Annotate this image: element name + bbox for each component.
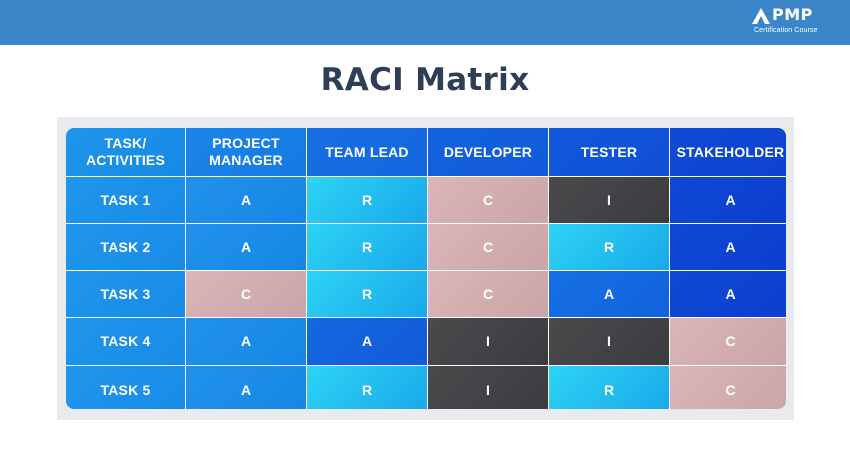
header-corner-label: TASK/ ACTIVITIES (85, 135, 165, 168)
raci-value-cell: R (307, 224, 427, 270)
row-label-cell: TASK 3 (66, 271, 185, 317)
raci-value: A (240, 333, 252, 349)
raci-value-cell: C (186, 271, 306, 317)
raci-value: C (482, 285, 494, 302)
header-cell-1: PROJECT MANAGER (186, 128, 306, 176)
raci-value: C (725, 381, 736, 398)
raci-value-cell: A (186, 224, 306, 270)
raci-value-cell: C (670, 366, 786, 409)
raci-value-cell: A (670, 271, 786, 317)
raci-value-cell: A (670, 224, 786, 270)
raci-value-cell: R (307, 271, 427, 317)
raci-value: R (361, 381, 373, 398)
row-label: TASK 5 (100, 381, 151, 398)
column-header-label: TESTER (580, 143, 638, 160)
header-cell-4: TESTER (549, 128, 669, 176)
raci-value-cell: A (186, 366, 306, 409)
raci-value-cell: C (670, 318, 786, 365)
header-cell-5: STAKEHOLDER (670, 128, 786, 176)
raci-value: R (361, 191, 373, 208)
raci-value-cell: C (428, 271, 548, 317)
raci-value-cell: A (549, 271, 669, 317)
raci-value-cell: I (549, 318, 669, 365)
raci-value: A (725, 238, 736, 255)
header-cell-3: DEVELOPER (428, 128, 548, 176)
raci-value-cell: R (307, 177, 427, 223)
raci-value: A (361, 333, 373, 349)
row-label-cell: TASK 2 (66, 224, 185, 270)
top-bar: PMP Certification Course (0, 0, 850, 45)
raci-matrix: TASK/ ACTIVITIES PROJECT MANAGER TEAM LEA… (66, 128, 786, 409)
raci-value-cell: I (428, 318, 548, 365)
raci-value-cell: A (307, 318, 427, 365)
page-title: RACI Matrix (320, 62, 530, 98)
raci-value: C (240, 285, 252, 302)
logo-subtitle: Certification Course (754, 27, 818, 34)
raci-value: A (240, 191, 252, 208)
raci-value: C (725, 333, 736, 349)
row-label: TASK 2 (100, 238, 151, 255)
raci-value: R (361, 285, 373, 302)
row-label: TASK 4 (100, 333, 151, 349)
raci-value: R (361, 238, 373, 255)
raci-value: A (603, 285, 615, 302)
row-label: TASK 1 (100, 191, 151, 208)
raci-value-cell: R (549, 224, 669, 270)
raci-value-cell: C (428, 177, 548, 223)
raci-value-cell: C (428, 224, 548, 270)
raci-value-cell: R (307, 366, 427, 409)
raci-value: R (603, 381, 615, 398)
row-label-cell: TASK 4 (66, 318, 185, 365)
raci-value: I (607, 191, 611, 208)
pmp-logo-icon (752, 8, 770, 24)
raci-value: A (240, 381, 252, 398)
header-cell-2: TEAM LEAD (307, 128, 427, 176)
raci-value: C (482, 238, 494, 255)
raci-value: C (482, 191, 494, 208)
pmp-logo[interactable]: PMP Certification Course (752, 5, 832, 38)
raci-value-cell: A (670, 177, 786, 223)
row-label-cell: TASK 5 (66, 366, 185, 409)
row-label: TASK 3 (100, 285, 151, 302)
raci-value: R (603, 238, 615, 255)
raci-value: A (725, 191, 736, 208)
raci-value-cell: A (186, 318, 306, 365)
raci-value-cell: A (186, 177, 306, 223)
column-header-label: STAKEHOLDER (676, 143, 785, 160)
raci-value: I (607, 333, 611, 349)
column-header-label: PROJECT MANAGER (209, 135, 283, 168)
raci-value-cell: I (549, 177, 669, 223)
column-header-label: DEVELOPER (443, 143, 533, 160)
column-header-label: TEAM LEAD (325, 143, 409, 160)
raci-value: I (486, 333, 490, 349)
logo-brand: PMP (772, 5, 813, 24)
raci-value: A (240, 238, 252, 255)
raci-value-cell: I (428, 366, 548, 409)
raci-value: A (725, 285, 736, 302)
raci-value: I (486, 381, 490, 398)
row-label-cell: TASK 1 (66, 177, 185, 223)
header-corner-cell: TASK/ ACTIVITIES (66, 128, 185, 176)
raci-value-cell: R (549, 366, 669, 409)
